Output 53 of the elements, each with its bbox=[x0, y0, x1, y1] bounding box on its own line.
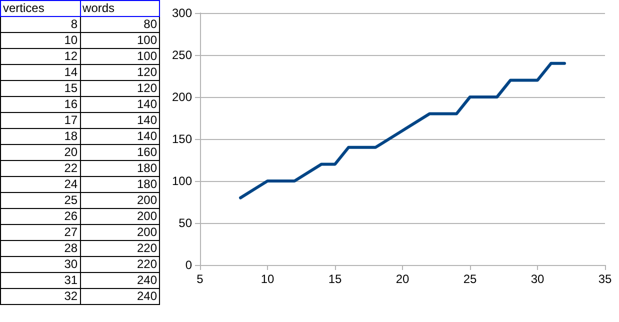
text: 25 bbox=[0, 192, 80, 208]
text: 140 bbox=[80, 112, 160, 128]
text: 240 bbox=[80, 272, 160, 288]
x-tick-label: 25 bbox=[463, 272, 477, 286]
text: 200 bbox=[80, 224, 160, 240]
text: 20 bbox=[0, 144, 80, 160]
text: 140 bbox=[80, 128, 160, 144]
text: 31 bbox=[0, 272, 80, 288]
text: 200 bbox=[80, 208, 160, 224]
text: 22 bbox=[0, 160, 80, 176]
text: 26 bbox=[0, 208, 80, 224]
text: 120 bbox=[80, 80, 160, 96]
text: 140 bbox=[80, 96, 160, 112]
y-tick-label: 100 bbox=[172, 174, 192, 188]
text: words bbox=[80, 0, 160, 16]
x-tick-label: 30 bbox=[530, 272, 544, 286]
x-tick-label: 35 bbox=[598, 272, 612, 286]
text: 220 bbox=[80, 256, 160, 272]
text: 32 bbox=[0, 288, 80, 304]
x-tick-label: 5 bbox=[196, 272, 204, 286]
text: 120 bbox=[80, 64, 160, 80]
text: vertices bbox=[0, 0, 80, 16]
text: 30 bbox=[0, 256, 80, 272]
text: 14 bbox=[0, 64, 80, 80]
y-tick-label: 0 bbox=[185, 258, 192, 272]
text: 18 bbox=[0, 128, 80, 144]
text: 160 bbox=[80, 144, 160, 160]
text: 100 bbox=[80, 48, 160, 64]
text: 16 bbox=[0, 96, 80, 112]
y-tick-label: 250 bbox=[172, 48, 192, 62]
text: 80 bbox=[80, 16, 160, 32]
x-tick-label: 10 bbox=[260, 272, 274, 286]
text: 8 bbox=[0, 16, 80, 32]
x-tick-label: 20 bbox=[396, 272, 410, 286]
text: 100 bbox=[80, 32, 160, 48]
text: 180 bbox=[80, 176, 160, 192]
text: 24 bbox=[0, 176, 80, 192]
y-tick-label: 300 bbox=[172, 6, 192, 20]
text: 10 bbox=[0, 32, 80, 48]
y-tick-label: 50 bbox=[178, 216, 192, 230]
text: 27 bbox=[0, 224, 80, 240]
text: 180 bbox=[80, 160, 160, 176]
text: 15 bbox=[0, 80, 80, 96]
text: 28 bbox=[0, 240, 80, 256]
text: 17 bbox=[0, 112, 80, 128]
y-tick-label: 150 bbox=[172, 132, 192, 146]
text: 12 bbox=[0, 48, 80, 64]
text: 220 bbox=[80, 240, 160, 256]
text: 200 bbox=[80, 192, 160, 208]
line-series bbox=[239, 62, 566, 200]
y-tick-label: 200 bbox=[172, 90, 192, 104]
text: 240 bbox=[80, 288, 160, 304]
x-tick-label: 15 bbox=[328, 272, 342, 286]
